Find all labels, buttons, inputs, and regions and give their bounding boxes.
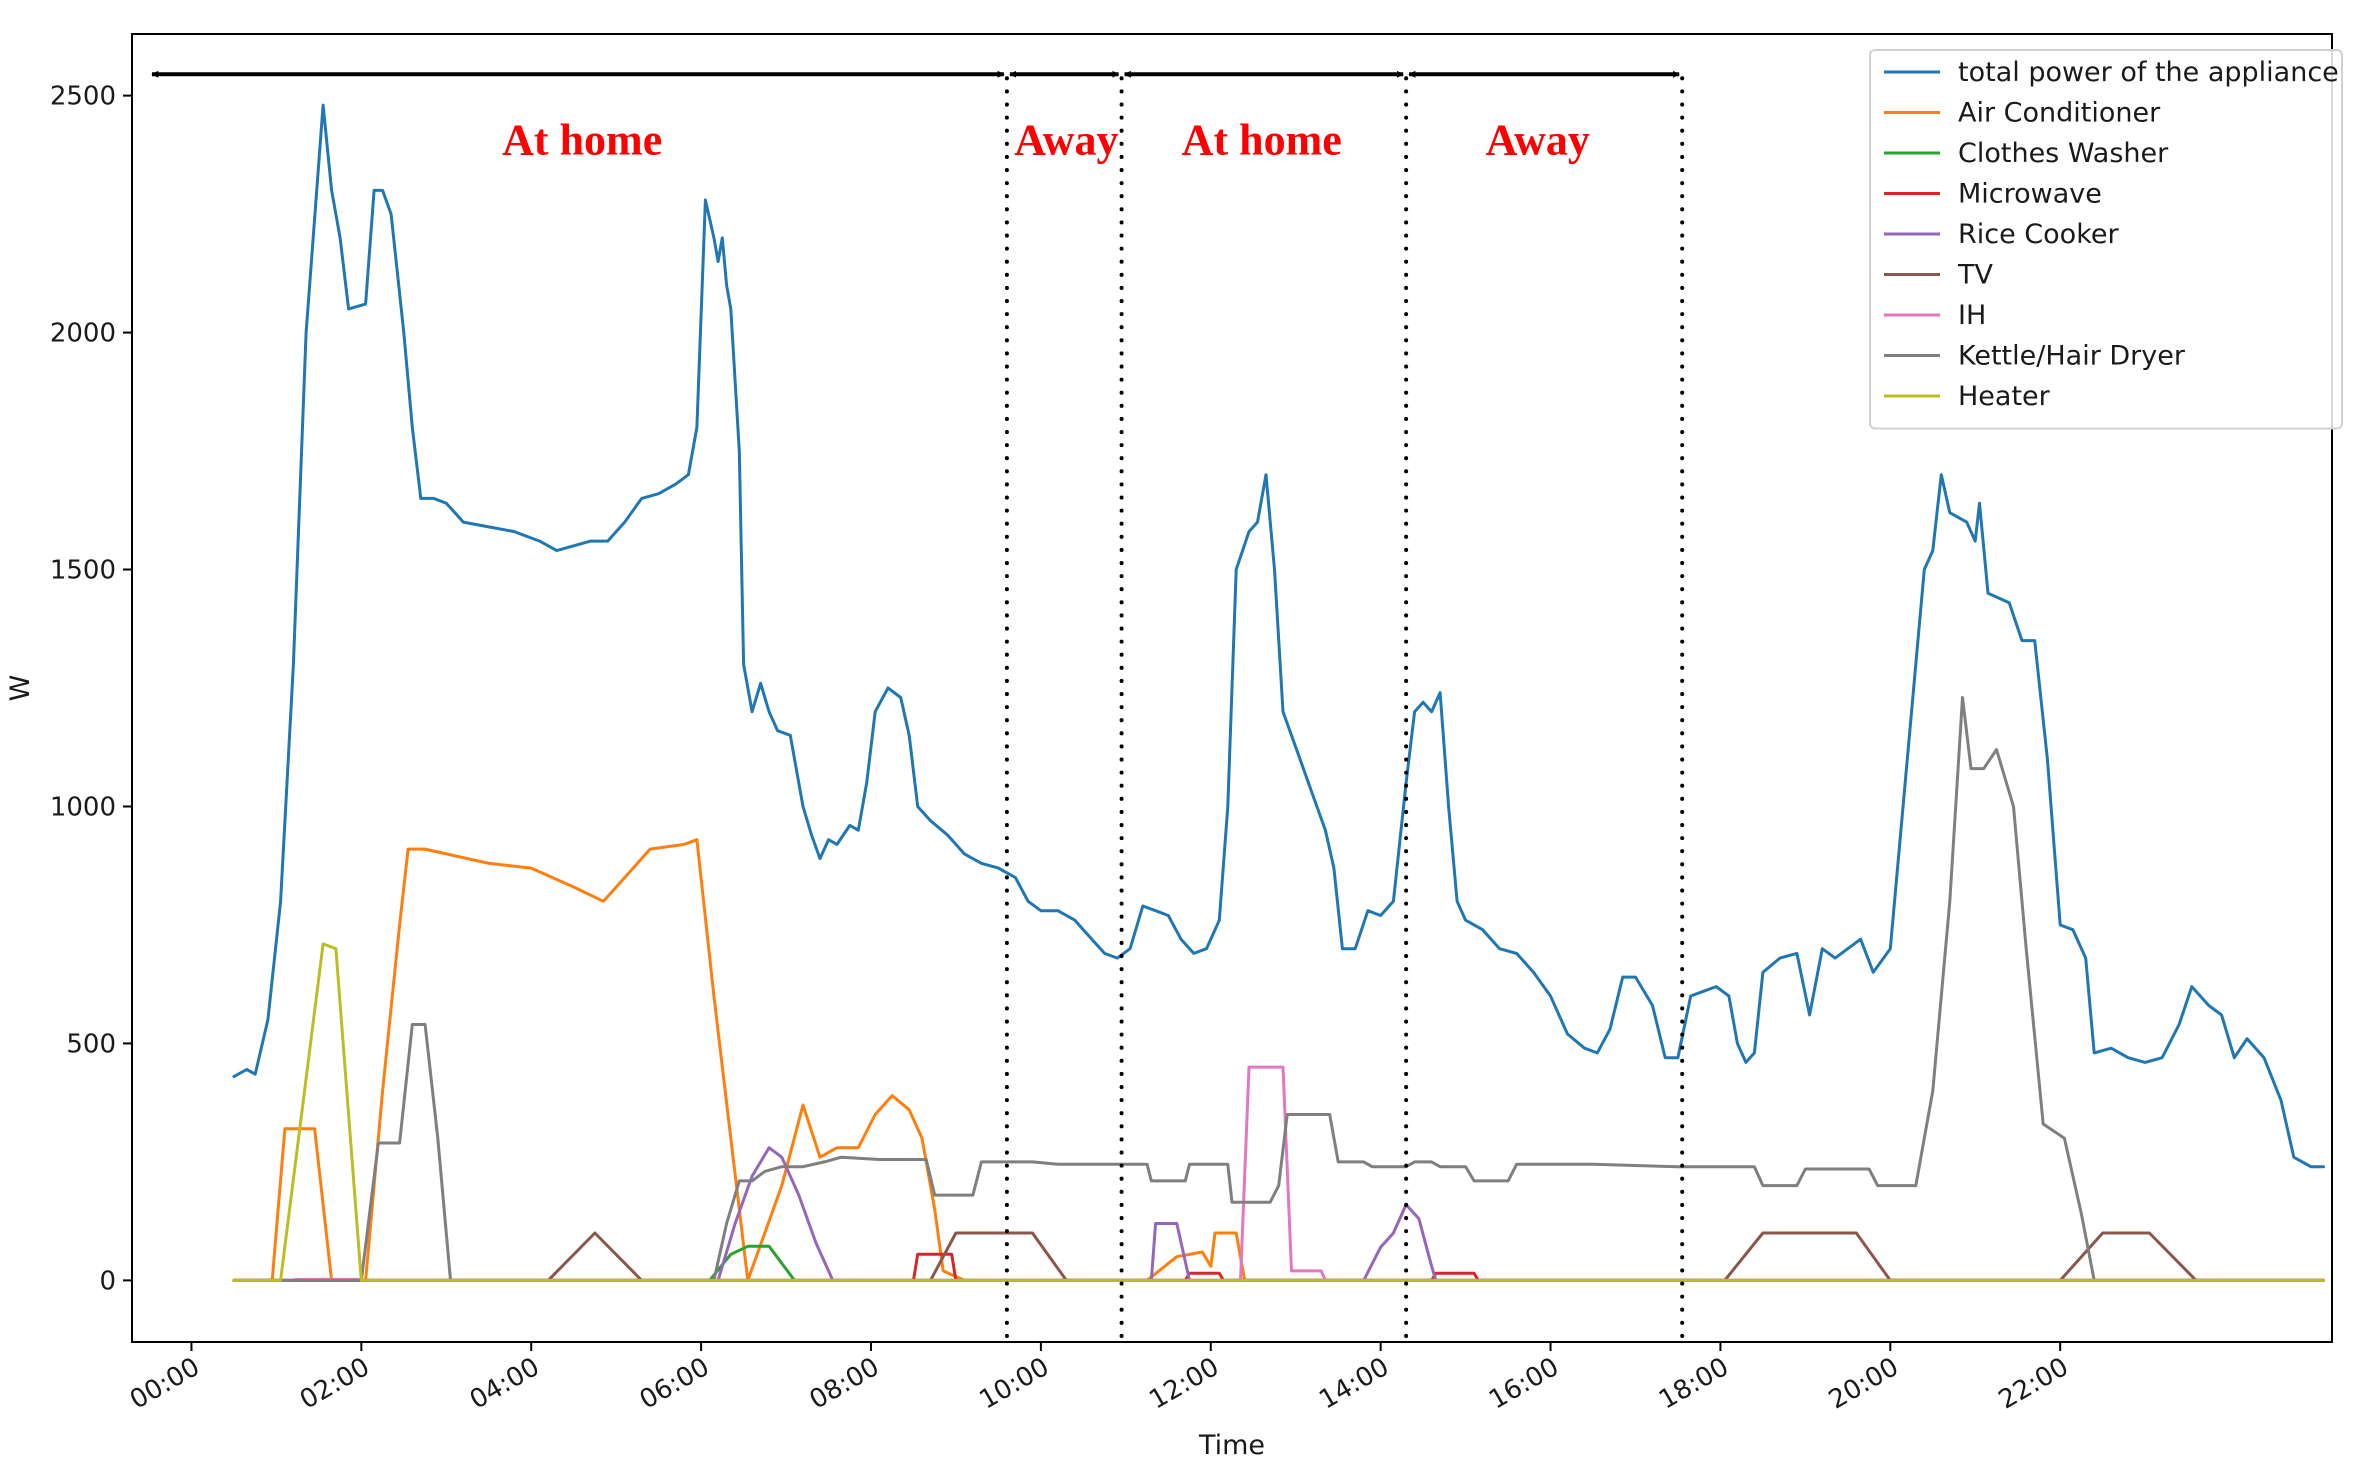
- x-tick-label: 08:00: [805, 1352, 885, 1415]
- series-line-heater: [232, 942, 2325, 1282]
- legend-label: Kettle/Hair Dryer: [1958, 341, 2186, 372]
- legend-label: IH: [1958, 300, 1986, 331]
- x-tick-label: 20:00: [1824, 1352, 1904, 1415]
- legend-label: Heater: [1958, 381, 2051, 412]
- data-series: [232, 103, 2325, 1282]
- x-tick-label: 04:00: [465, 1352, 545, 1415]
- plot-area-frame: [131, 33, 2333, 1343]
- x-tick-label: 14:00: [1314, 1352, 1394, 1415]
- series-line-tv: [232, 1231, 2325, 1282]
- x-tick-label: 22:00: [1994, 1352, 2074, 1415]
- period-label: Away: [1486, 116, 1590, 165]
- x-tick-label: 00:00: [125, 1352, 205, 1415]
- series-line-air-conditioner: [232, 838, 2325, 1282]
- legend-label: total power of the appliance: [1958, 57, 2339, 88]
- legend-label: Clothes Washer: [1958, 138, 2169, 169]
- x-axis-title: Time: [1198, 1430, 1265, 1461]
- period-label: At home: [1182, 116, 1342, 165]
- series-line-microwave: [232, 1252, 2325, 1282]
- legend-label: Microwave: [1958, 179, 2102, 210]
- period-label: Away: [1014, 116, 1118, 165]
- series-line-kettle-hair-dryer: [232, 696, 2325, 1282]
- series-line-rice-cooker: [232, 1146, 2325, 1282]
- legend: total power of the appliance Air Conditio…: [1869, 49, 2343, 430]
- x-tick-label: 10:00: [974, 1352, 1054, 1415]
- y-axis: 0 500 1000 1500 2000 2500: [50, 82, 132, 1296]
- series-line-total-power-of-the-appliance: [232, 103, 2325, 1169]
- x-tick-label: 16:00: [1484, 1352, 1564, 1415]
- y-tick-label: 0: [99, 1266, 116, 1296]
- x-tick-label: 12:00: [1144, 1352, 1224, 1415]
- y-tick-label: 2000: [50, 319, 116, 349]
- x-tick-label: 02:00: [295, 1352, 375, 1415]
- legend-box: [1869, 49, 2343, 430]
- y-tick-label: 2500: [50, 82, 116, 112]
- legend-label: TV: [1957, 260, 1993, 291]
- x-tick-label: 18:00: [1654, 1352, 1734, 1415]
- y-tick-label: 1500: [50, 556, 116, 586]
- y-tick-label: 1000: [50, 792, 116, 822]
- y-axis-title: W: [5, 675, 36, 702]
- legend-label: Air Conditioner: [1958, 98, 2161, 129]
- x-tick-label: 06:00: [635, 1352, 715, 1415]
- legend-label: Rice Cooker: [1958, 219, 2119, 250]
- series-line-clothes-washer: [232, 1244, 2325, 1282]
- period-label: At home: [502, 116, 662, 165]
- x-axis: 00:00 02:00 04:00 06:00 08:00 10:00 12:00 14:00…: [125, 1342, 2074, 1416]
- occupancy-annotations: At home Away At home Away: [151, 70, 1685, 1344]
- y-tick-label: 500: [66, 1029, 116, 1059]
